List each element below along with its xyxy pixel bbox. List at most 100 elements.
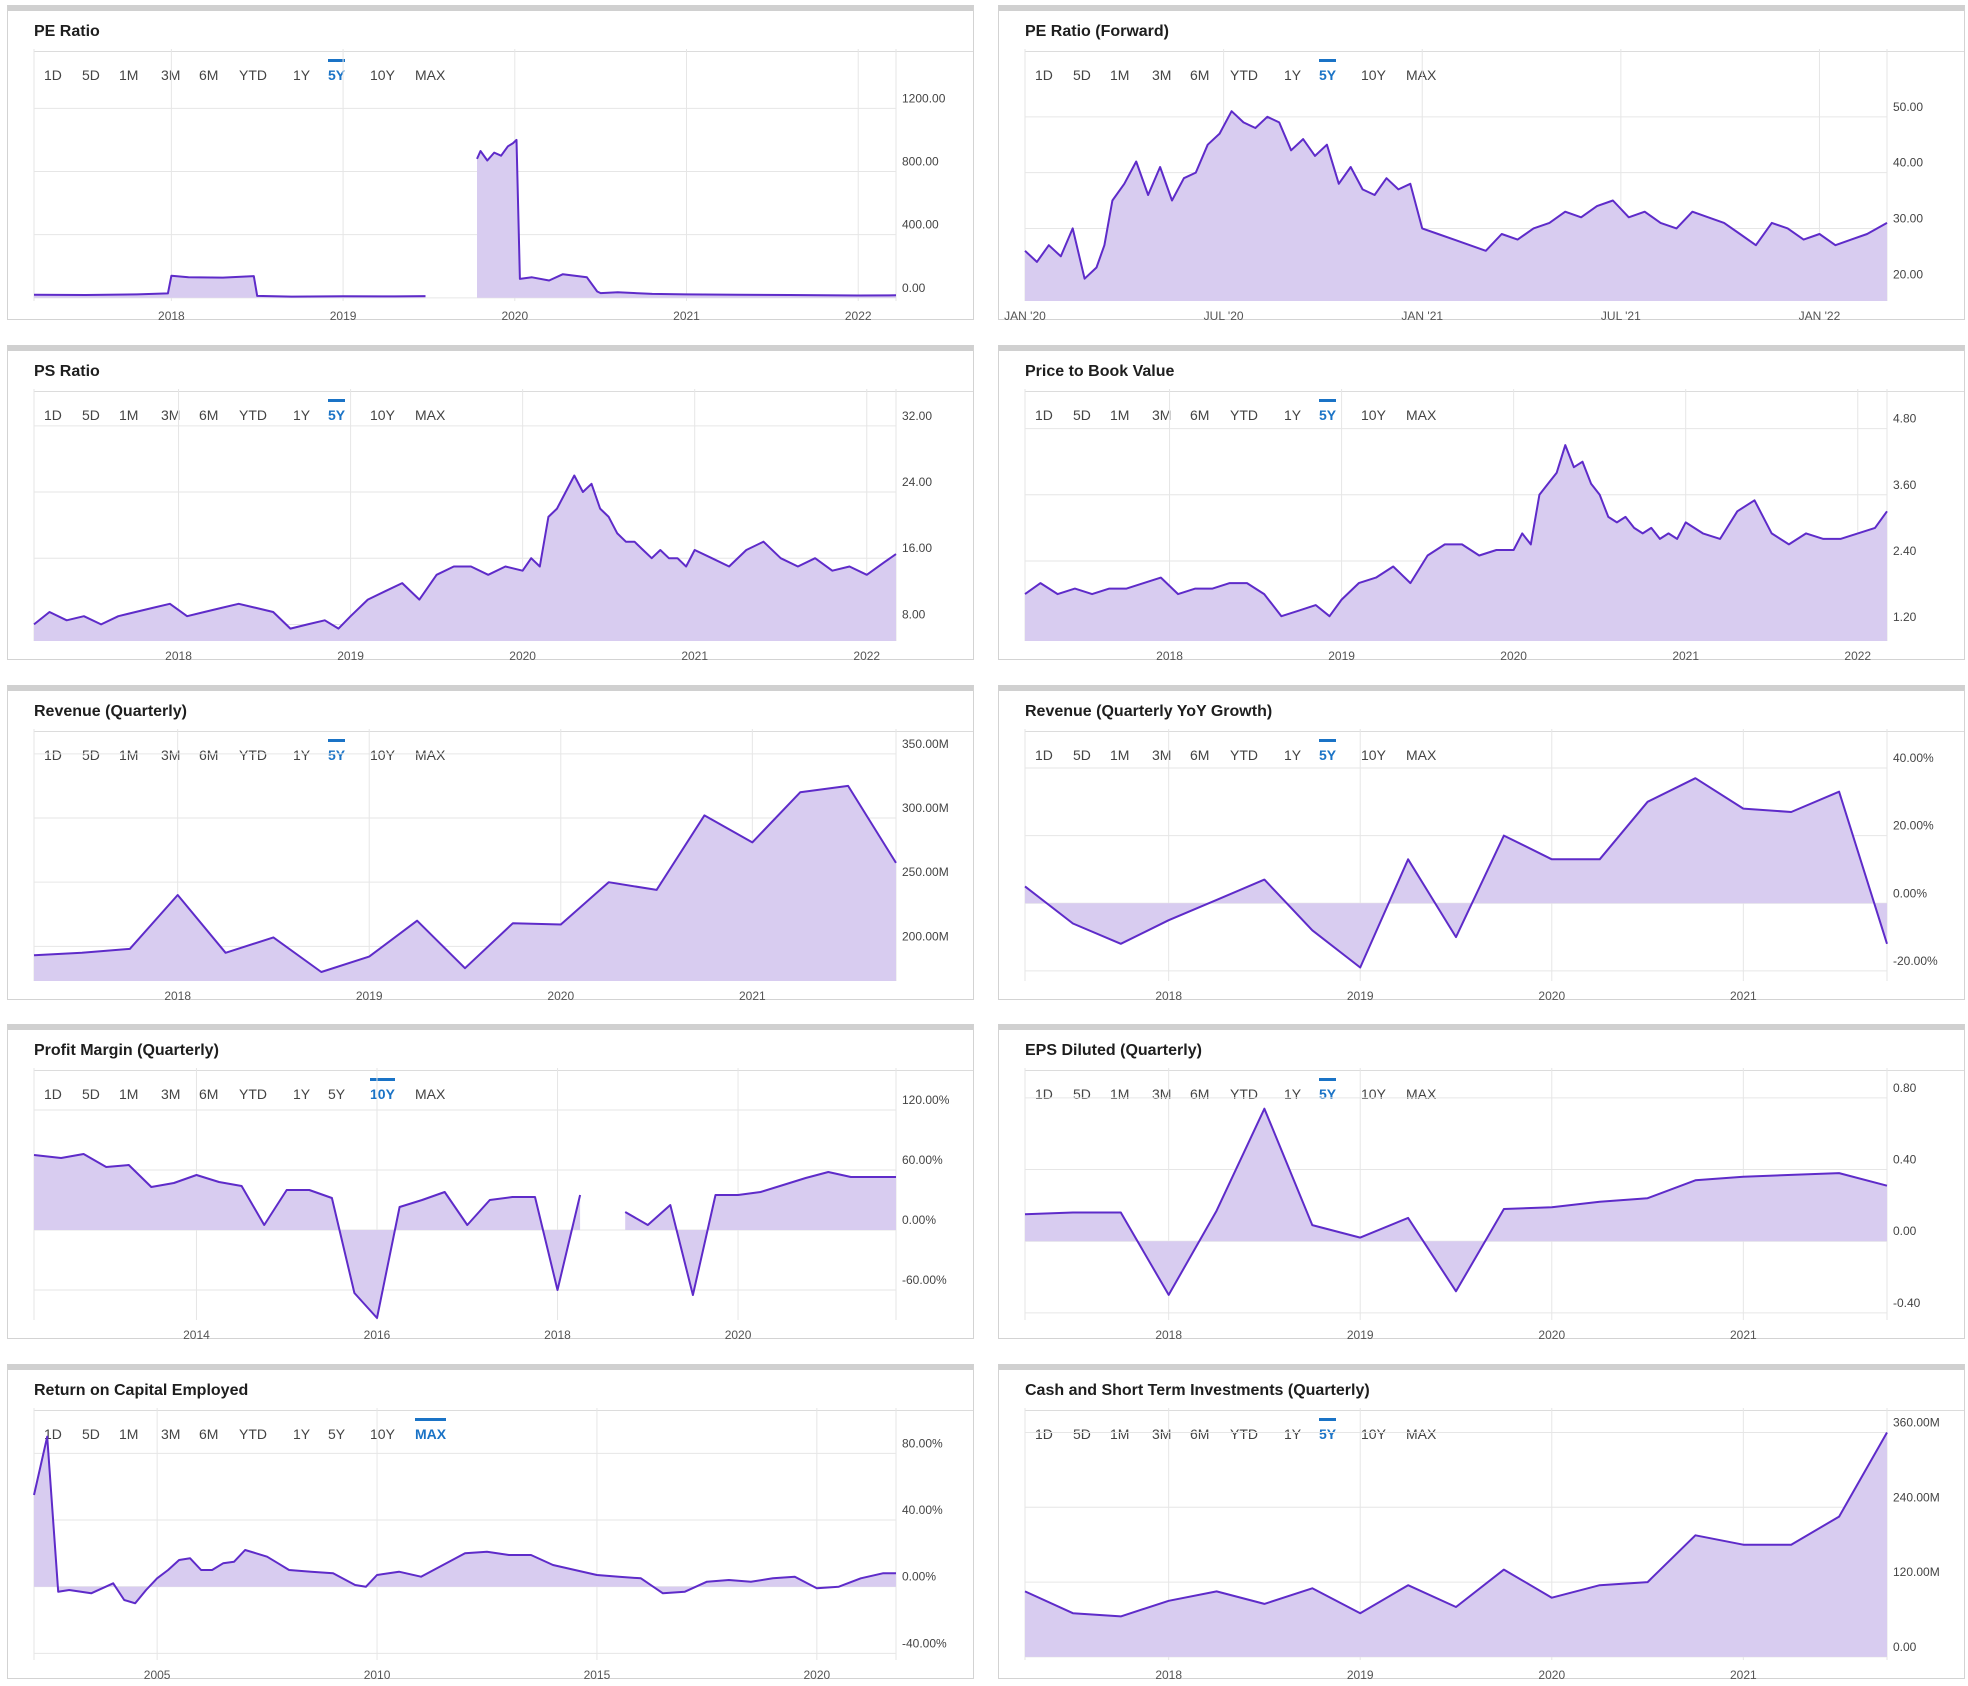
range-button-max[interactable]: MAX — [415, 1086, 446, 1102]
range-button-1m[interactable]: 1M — [119, 1086, 139, 1102]
range-button-ytd[interactable]: YTD — [239, 67, 267, 83]
range-button-3m[interactable]: 3M — [1152, 67, 1172, 83]
range-button-10y[interactable]: 10Y — [370, 1078, 395, 1102]
range-button-ytd[interactable]: YTD — [1230, 1426, 1258, 1442]
range-button-max[interactable]: MAX — [1406, 407, 1437, 423]
y-tick-label: 32.00 — [902, 409, 932, 423]
range-button-6m[interactable]: 6M — [199, 407, 219, 423]
range-button-1m[interactable]: 1M — [1110, 67, 1130, 83]
range-button-ytd[interactable]: YTD — [239, 407, 267, 423]
range-button-1y[interactable]: 1Y — [293, 1086, 311, 1102]
range-button-5y[interactable]: 5Y — [1319, 59, 1337, 83]
range-button-1d[interactable]: 1D — [44, 1426, 62, 1442]
range-button-5y[interactable]: 5Y — [328, 399, 346, 423]
range-button-1m[interactable]: 1M — [119, 67, 139, 83]
chart-plot: -60.00% 0.00% 60.00% 120.00% 2014 2016 2018 202… — [33, 1068, 950, 1342]
range-button-6m[interactable]: 6M — [1190, 747, 1210, 763]
range-button-5d[interactable]: 5D — [82, 1426, 100, 1442]
range-button-5d[interactable]: 5D — [82, 747, 100, 763]
range-button-10y[interactable]: 10Y — [370, 747, 395, 763]
range-button-5d[interactable]: 5D — [82, 1086, 100, 1102]
series-line — [624, 1171, 896, 1296]
range-button-1m[interactable]: 1M — [1110, 1426, 1130, 1442]
range-button-5y[interactable]: 5Y — [328, 59, 346, 83]
range-button-1y[interactable]: 1Y — [1284, 747, 1302, 763]
range-button-3m[interactable]: 3M — [1152, 1426, 1172, 1442]
range-button-6m[interactable]: 6M — [199, 1426, 219, 1442]
range-button-6m[interactable]: 6M — [199, 747, 219, 763]
range-button-6m[interactable]: 6M — [1190, 1426, 1210, 1442]
range-button-max[interactable]: MAX — [1406, 67, 1437, 83]
range-button-max[interactable]: MAX — [1406, 747, 1437, 763]
range-button-max[interactable]: MAX — [1406, 1426, 1437, 1442]
range-button-10y[interactable]: 10Y — [1361, 1426, 1386, 1442]
range-button-1y[interactable]: 1Y — [293, 1426, 311, 1442]
range-button-3m[interactable]: 3M — [1152, 747, 1172, 763]
range-button-ytd[interactable]: YTD — [1230, 747, 1258, 763]
range-button-3m[interactable]: 3M — [1152, 407, 1172, 423]
range-button-5d[interactable]: 5D — [1073, 407, 1091, 423]
range-button-6m[interactable]: 6M — [199, 1086, 219, 1102]
range-button-1d[interactable]: 1D — [44, 1086, 62, 1102]
range-button-3m[interactable]: 3M — [161, 1426, 181, 1442]
range-button-5y[interactable]: 5Y — [1319, 739, 1337, 763]
range-button-1d[interactable]: 1D — [1035, 1426, 1053, 1442]
series-line — [33, 1435, 896, 1605]
range-button-max[interactable]: MAX — [415, 407, 446, 423]
range-button-5d[interactable]: 5D — [1073, 67, 1091, 83]
range-button-1d[interactable]: 1D — [1035, 747, 1053, 763]
range-button-5y[interactable]: 5Y — [328, 739, 346, 763]
range-button-1y[interactable]: 1Y — [1284, 67, 1302, 83]
range-button-1y[interactable]: 1Y — [1284, 1426, 1302, 1442]
range-button-3m[interactable]: 3M — [161, 407, 181, 423]
range-button-max[interactable]: MAX — [415, 67, 446, 83]
range-button-1y[interactable]: 1Y — [293, 407, 311, 423]
range-button-1d[interactable]: 1D — [1035, 67, 1053, 83]
range-button-10y[interactable]: 10Y — [370, 1426, 395, 1442]
range-button-6m[interactable]: 6M — [1190, 407, 1210, 423]
range-button-5d[interactable]: 5D — [1073, 1426, 1091, 1442]
range-button-5d[interactable]: 5D — [82, 407, 100, 423]
range-button-1d[interactable]: 1D — [44, 747, 62, 763]
range-button-10y[interactable]: 10Y — [1361, 747, 1386, 763]
x-tick-label: 2018 — [164, 989, 191, 1003]
range-button-10y[interactable]: 10Y — [1361, 67, 1386, 83]
x-tick-label: JAN '21 — [1401, 309, 1443, 323]
range-button-ytd[interactable]: YTD — [1230, 407, 1258, 423]
range-button-1m[interactable]: 1M — [1110, 407, 1130, 423]
range-button-ytd[interactable]: YTD — [239, 747, 267, 763]
y-tick-label: 350.00M — [902, 737, 949, 751]
range-button-5y[interactable]: 5Y — [328, 1086, 346, 1102]
range-button-5y[interactable]: 5Y — [1319, 1418, 1337, 1442]
range-button-5y[interactable]: 5Y — [328, 1426, 346, 1442]
range-button-ytd[interactable]: YTD — [1230, 67, 1258, 83]
range-button-1y[interactable]: 1Y — [1284, 407, 1302, 423]
range-button-3m[interactable]: 3M — [161, 1086, 181, 1102]
range-button-1d[interactable]: 1D — [44, 407, 62, 423]
y-tick-label: 20.00 — [1893, 267, 1923, 281]
range-button-1d[interactable]: 1D — [44, 67, 62, 83]
range-button-1m[interactable]: 1M — [119, 1426, 139, 1442]
x-tick-label: 2021 — [1730, 1328, 1757, 1342]
range-button-ytd[interactable]: YTD — [239, 1426, 267, 1442]
y-tick-label: 1.20 — [1893, 610, 1917, 624]
range-button-5d[interactable]: 5D — [82, 67, 100, 83]
range-button-1y[interactable]: 1Y — [293, 747, 311, 763]
range-button-5d[interactable]: 5D — [1073, 747, 1091, 763]
range-button-3m[interactable]: 3M — [161, 747, 181, 763]
range-button-ytd[interactable]: YTD — [239, 1086, 267, 1102]
range-button-1y[interactable]: 1Y — [293, 67, 311, 83]
range-button-1m[interactable]: 1M — [1110, 747, 1130, 763]
range-button-6m[interactable]: 6M — [199, 67, 219, 83]
range-button-10y[interactable]: 10Y — [370, 407, 395, 423]
range-button-3m[interactable]: 3M — [161, 67, 181, 83]
range-button-1d[interactable]: 1D — [1035, 407, 1053, 423]
range-button-6m[interactable]: 6M — [1190, 67, 1210, 83]
range-button-max[interactable]: MAX — [415, 747, 446, 763]
range-button-max[interactable]: MAX — [415, 1418, 447, 1442]
range-button-10y[interactable]: 10Y — [1361, 407, 1386, 423]
range-button-1m[interactable]: 1M — [119, 407, 139, 423]
range-button-10y[interactable]: 10Y — [370, 67, 395, 83]
range-button-1m[interactable]: 1M — [119, 747, 139, 763]
range-button-5y[interactable]: 5Y — [1319, 399, 1337, 423]
